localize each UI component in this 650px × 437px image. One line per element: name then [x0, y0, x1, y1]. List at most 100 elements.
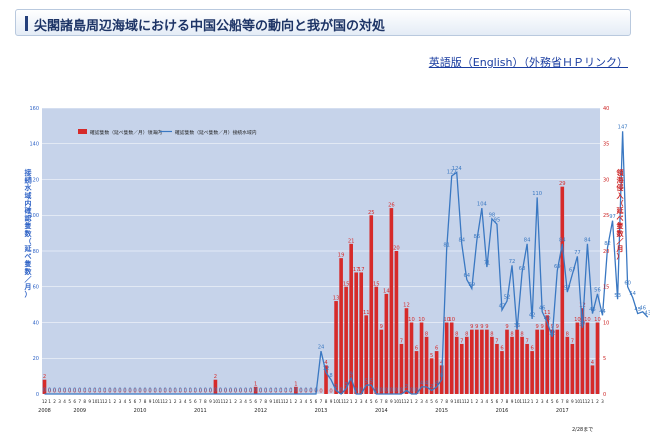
line-value-label: 0: [410, 388, 413, 394]
month-tick-label: 2: [295, 399, 298, 404]
line-value-label: 0: [304, 388, 307, 394]
bar: [485, 329, 489, 394]
bar: [424, 336, 429, 394]
month-tick-label: 6: [315, 399, 318, 404]
line-value-label: 0: [249, 388, 252, 394]
month-tick-label: 9: [269, 399, 272, 404]
month-tick-label: 11: [278, 399, 284, 404]
bar: [575, 322, 580, 394]
line-value-label: 0: [415, 388, 418, 394]
bar-value-label: 9: [485, 324, 488, 330]
month-tick-label: 1: [350, 399, 353, 404]
bar-value-label: 10: [408, 317, 415, 323]
bar-value-label: 0: [249, 389, 252, 395]
line-value-label: 81: [443, 243, 450, 249]
month-tick-label: 8: [506, 399, 509, 404]
month-tick-label: 8: [566, 399, 569, 404]
month-tick-label: 5: [189, 399, 192, 404]
bar-value-label: 0: [209, 389, 212, 395]
month-tick-label: 2: [174, 399, 177, 404]
line-value-label: 0: [229, 388, 232, 394]
english-version-link[interactable]: 英語版（English）（外務省ＨＰリンク）: [428, 56, 628, 69]
bar-value-label: 0: [279, 389, 282, 395]
bar-value-label: 0: [98, 389, 101, 395]
month-tick-label: 10: [575, 399, 581, 404]
bar: [530, 351, 534, 394]
line-value-label: 0: [108, 388, 111, 394]
left-axis-tick-label: 160: [29, 106, 39, 112]
month-tick-label: 6: [194, 399, 197, 404]
month-tick-label: 2: [596, 399, 599, 404]
left-axis-tick-label: 60: [33, 285, 39, 291]
bar: [505, 329, 509, 394]
month-tick-label: 9: [209, 399, 212, 404]
month-tick-label: 9: [88, 399, 91, 404]
bar-value-label: 0: [319, 389, 322, 395]
bar-value-label: 17: [358, 267, 365, 273]
month-tick-label: 1: [290, 399, 293, 404]
month-tick-label: 4: [63, 399, 66, 404]
line-value-label: 82: [604, 241, 611, 247]
year-label: 2013: [315, 408, 328, 414]
line-value-label: 0: [214, 388, 217, 394]
line-value-label: 104: [477, 202, 488, 208]
bar: [404, 308, 409, 394]
bar: [570, 343, 575, 394]
line-value-label: 0: [194, 388, 197, 394]
bar: [359, 272, 364, 394]
bar: [294, 386, 298, 394]
line-value-label: 45: [589, 307, 596, 313]
year-label: 2015: [435, 408, 448, 414]
line-value-label: 0: [204, 388, 207, 394]
line-value-label: 124: [452, 166, 463, 172]
bar: [459, 343, 464, 394]
line-value-label: 0: [63, 388, 66, 394]
bar-value-label: 8: [465, 331, 468, 337]
month-tick-label: 12: [283, 399, 289, 404]
month-tick-label: 7: [78, 399, 81, 404]
bar-value-label: 11: [363, 310, 370, 316]
line-value-label: 0: [53, 388, 56, 394]
right-axis-tick-label: 0: [603, 392, 606, 398]
line-value-label: 0: [375, 388, 378, 394]
bar-value-label: 10: [594, 317, 601, 323]
bar-value-label: 0: [274, 389, 277, 395]
line-value-label: 47: [499, 303, 506, 309]
bar-value-label: 0: [289, 389, 292, 395]
chart-legend: 確認隻数（延べ隻数／月）領海内 確認隻数（延べ隻数／月）接続水域内: [78, 129, 257, 136]
bar-value-label: 4: [591, 360, 595, 366]
line-value-label: 84: [559, 237, 566, 243]
bar-value-label: 29: [559, 181, 566, 187]
bar-value-label: 0: [299, 389, 302, 395]
line-value-label: 68: [519, 266, 526, 272]
line-value-label: 32: [549, 330, 556, 336]
month-tick-label: 7: [501, 399, 504, 404]
line-value-label: 0: [103, 388, 106, 394]
line-value-label: 12: [323, 366, 330, 372]
bar: [369, 215, 374, 394]
line-value-label: 147: [618, 125, 628, 131]
line-value-label: 2: [430, 384, 433, 390]
bar: [394, 251, 399, 394]
bar-value-label: 0: [138, 389, 141, 395]
line-value-label: 0: [309, 388, 312, 394]
line-value-label: 0: [138, 388, 141, 394]
month-tick-label: 1: [591, 399, 594, 404]
month-tick-label: 3: [119, 399, 122, 404]
month-tick-label: 6: [496, 399, 499, 404]
bar-value-label: 13: [333, 296, 340, 302]
bar: [213, 379, 218, 394]
line-value-label: 0: [199, 388, 202, 394]
bar-value-label: 5: [430, 353, 433, 359]
line-value-label: 0: [43, 388, 46, 394]
line-value-label: 84: [524, 237, 531, 243]
line-value-label: 8: [329, 373, 332, 379]
bar: [520, 336, 524, 394]
bar: [535, 329, 539, 394]
bar-value-label: 0: [88, 389, 91, 395]
month-tick-label: 7: [320, 399, 323, 404]
bar: [585, 322, 590, 394]
bar-value-label: 0: [68, 389, 71, 395]
bar-value-label: 20: [393, 246, 400, 252]
month-tick-label: 1: [410, 399, 413, 404]
